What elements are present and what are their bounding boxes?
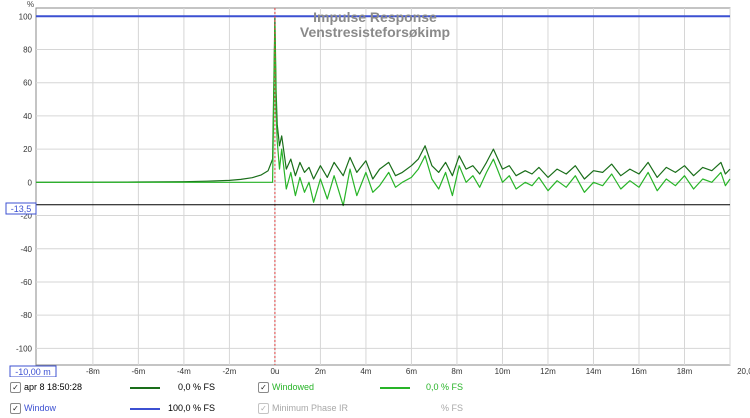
legend-label-window: Window: [24, 403, 57, 413]
legend-value-series-1: 0,0 % FS: [177, 382, 215, 392]
x-tick-label: 8m: [451, 367, 462, 376]
x-tick-label: 18m: [677, 367, 693, 376]
y-tick-label: 100: [19, 12, 33, 21]
checkbox-window[interactable]: ✓: [10, 403, 21, 414]
y-axis-unit: %: [27, 0, 34, 9]
x-tick-label: 14m: [586, 367, 602, 376]
x-tick-label: -6m: [132, 367, 146, 376]
x-tick-label: 20,0 s: [737, 367, 750, 376]
x-tick-label: 12m: [540, 367, 556, 376]
x-tick-label: -4m: [177, 367, 191, 376]
y-tick-label: 0: [28, 178, 33, 187]
x-readout-box[interactable]: [9, 365, 57, 377]
legend-label-windowed: Windowed: [272, 382, 315, 392]
impulse-response-chart[interactable]: 100 80 60 40 20 0 -20 -40 -60 -80 -100 -8m -6m -4m -2…: [0, 0, 750, 377]
y-tick-label: 80: [23, 46, 32, 55]
series-line-1: [35, 17, 731, 183]
x-tick-label: 10m: [495, 367, 511, 376]
x-tick-labels: -8m -6m -4m -2m 0u 2m 4m 6m 8m 10m 12m 14m 16m 18m 20,…: [86, 367, 750, 376]
x-tick-label: 2m: [315, 367, 326, 376]
chart-title: Impulse Response: [313, 9, 437, 25]
legend-row-1: ✓ apr 8 18:50:28 0,0 % FS ✓ Windowed 0,0…: [0, 377, 750, 397]
x-tick-label: -2m: [223, 367, 237, 376]
legend-swatch-window: [130, 408, 160, 410]
legend-swatch-series-1: [130, 387, 160, 389]
y-tick-label: -100: [16, 344, 33, 353]
legend-label-minimum-phase-ir: Minimum Phase IR: [272, 403, 349, 413]
x-tick-label: -8m: [86, 367, 100, 376]
checkbox-windowed[interactable]: ✓: [258, 382, 269, 393]
y-tick-label: -40: [20, 245, 32, 254]
y-tick-label: 40: [23, 112, 32, 121]
y-tick-labels: 100 80 60 40 20 0 -20 -40 -60 -80 -100: [16, 12, 33, 353]
legend-value-minimum-phase-ir: % FS: [440, 403, 463, 413]
legend-panel: ✓ apr 8 18:50:28 0,0 % FS ✓ Windowed 0,0…: [0, 377, 750, 418]
legend-value-windowed: 0,0 % FS: [425, 382, 463, 392]
x-tick-label: 16m: [631, 367, 647, 376]
plot-area[interactable]: [35, 7, 731, 366]
series-lines: [35, 17, 731, 207]
legend-row-2: ✓ Window 100,0 % FS ✓ Minimum Phase IR %…: [0, 398, 750, 418]
checkbox-series-1[interactable]: ✓: [10, 382, 21, 393]
x-tick-label: 4m: [360, 367, 371, 376]
legend-label-series-1: apr 8 18:50:28: [24, 382, 83, 392]
y-tick-label: -60: [20, 278, 32, 287]
x-readout: -10,00 m: [15, 367, 51, 377]
legend-value-window: 100,0 % FS: [167, 403, 215, 413]
y-readout: -13,5: [11, 204, 32, 214]
y-tick-label: -20: [20, 212, 32, 221]
x-tick-label: 0u: [270, 367, 279, 376]
y-tick-label: -80: [20, 311, 32, 320]
checkbox-minimum-phase-ir[interactable]: ✓: [258, 403, 269, 414]
legend-swatch-windowed: [380, 387, 410, 389]
y-tick-label: 60: [23, 79, 32, 88]
series-line-2: [36, 24, 731, 207]
x-tick-label: 6m: [406, 367, 417, 376]
chart-subtitle: Venstresisteforsøkimp: [300, 24, 450, 40]
y-readout-box[interactable]: [5, 202, 37, 215]
y-tick-label: 20: [23, 145, 32, 154]
